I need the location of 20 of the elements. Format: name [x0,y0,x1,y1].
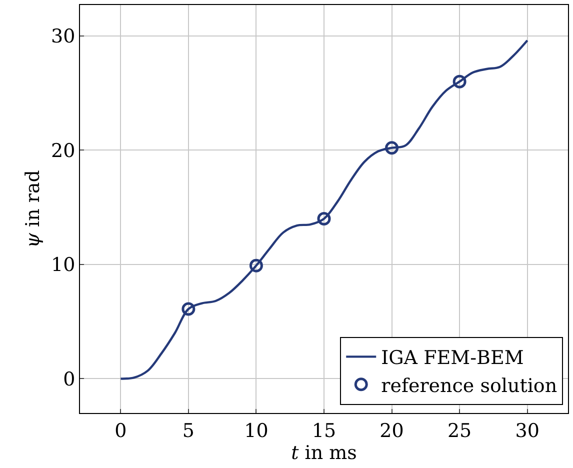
y-tick-label: 0 [63,368,76,390]
legend-label: reference solution [381,374,558,397]
y-axis-title: ψ in rad [22,170,44,248]
x-tick-label: 10 [244,420,268,442]
x-tick-label: 30 [515,420,540,442]
point [452,74,466,88]
x-tick-label: 15 [312,420,336,442]
y-tick-label: 10 [51,254,76,276]
point [249,258,263,272]
point [385,141,399,155]
point [182,302,196,316]
x-tick-label: 25 [447,420,472,442]
legend-label: IGA FEM-BEM [381,347,524,370]
x-tick-label: 0 [114,420,127,442]
y-tick-label: 30 [51,26,76,48]
point [317,212,331,226]
x-axis-title: t in ms [291,442,357,464]
x-tick-label: 20 [380,420,404,442]
x-tick-label: 5 [182,420,194,442]
y-tick-label: 20 [51,140,76,162]
